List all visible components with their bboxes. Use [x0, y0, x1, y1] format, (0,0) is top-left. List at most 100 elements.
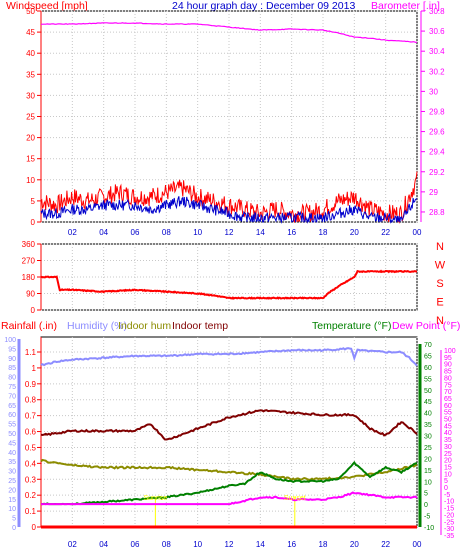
temperature-y-tick-label: 70 [424, 342, 432, 349]
dew-point-y-tick-label: 45 [444, 423, 452, 430]
barometer-y-tick-label: 30.4 [429, 47, 445, 56]
dew-point-axis-title: Dew Point (°F) [392, 320, 461, 332]
barometer-y-tick-label: 30 [429, 87, 438, 96]
dew-point-y-tick-label: 70 [444, 389, 452, 396]
rain-y-tick-label: 0.4 [25, 459, 37, 468]
humidity-y-tick-label: 30 [8, 469, 16, 476]
temperature-y-tick-label: 15 [424, 468, 432, 475]
dew-point-y-tick-label: 10 [444, 471, 452, 478]
wind-x-tick-label: 16 [287, 228, 296, 237]
climate-x-tick-label: 02 [68, 540, 77, 549]
wind-y-tick-label: 10 [26, 176, 35, 185]
rain-y-tick-label: 0.7 [25, 412, 37, 421]
direction-y-tick-label: 90 [26, 290, 35, 299]
barometer-y-tick-label: 30.8 [429, 7, 445, 16]
wind-x-tick-label: 22 [381, 228, 390, 237]
humidity-y-tick-label: 65 [8, 403, 16, 410]
humidity-y-tick-label: 80 [8, 375, 16, 382]
dew-point-y-tick-label: 35 [444, 437, 452, 444]
dew-point-y-tick-label: -30 [444, 526, 454, 533]
dew-point-y-tick-label: 65 [444, 396, 452, 403]
rain-y-tick-label: 0.2 [25, 491, 37, 500]
rain-y-tick-label: 0.8 [25, 396, 37, 405]
wind-y-tick-label: 50 [26, 7, 35, 16]
wind-x-tick-label: 02 [68, 228, 77, 237]
barometer-y-tick-label: 28.8 [429, 208, 445, 217]
compass-label: W [435, 260, 446, 272]
humidity-y-tick-label: 10 [8, 506, 16, 513]
wind-x-tick-label: 14 [256, 228, 265, 237]
dew-point-y-tick-label: 0 [444, 485, 448, 492]
barometer-line [40, 22, 417, 43]
temperature-y-tick-label: 35 [424, 422, 432, 429]
barometer-y-tick-label: 29.8 [429, 107, 445, 116]
dew-point-y-tick-label: 85 [444, 369, 452, 376]
humidity-y-tick-label: 35 [8, 459, 16, 466]
dew-point-y-tick-label: -25 [444, 519, 454, 526]
temperature-y-tick-label: 60 [424, 365, 432, 372]
humidity-y-tick-label: 15 [8, 497, 16, 504]
dew-point-y-tick-label: 75 [444, 382, 452, 389]
humidity-y-tick-label: 75 [8, 384, 16, 391]
climate-x-tick-label: 10 [193, 540, 202, 549]
wind-x-tick-label: 12 [225, 228, 234, 237]
temperature-line [41, 460, 418, 506]
humidity-y-tick-label: 60 [8, 412, 16, 419]
direction-y-tick-label: 360 [22, 240, 36, 249]
dew-point-y-tick-label: 20 [444, 458, 452, 465]
climate-x-tick-label: 16 [287, 540, 296, 549]
rain-y-tick-label: 1.1 [25, 348, 37, 357]
direction-y-tick-label: 270 [22, 257, 36, 266]
barometer-y-tick-label: 29.4 [429, 148, 445, 157]
climate-x-tick-label: 20 [350, 540, 359, 549]
temperature-y-tick-label: 55 [424, 376, 432, 383]
humidity-line [40, 347, 418, 367]
indoor-hum-legend: Indoor hum [118, 320, 172, 332]
barometer-axis-title: Barometer [.in] [371, 0, 440, 12]
temperature-y-tick-label: 5 [424, 491, 428, 498]
climate-x-tick-label: 06 [131, 540, 140, 549]
wind-y-tick-label: 30 [26, 91, 35, 100]
chart-title: 24 hour graph day : December 09 2013 [172, 0, 356, 12]
wind-x-tick-label: 08 [162, 228, 171, 237]
wind-x-tick-label: 00 [413, 228, 422, 237]
sunset-label: Sunset [284, 495, 306, 502]
dew-point-y-tick-label: 100 [444, 348, 456, 355]
climate-x-tick-label: 00 [413, 540, 422, 549]
wind-average-line [40, 196, 418, 224]
wind-direction-line [40, 269, 417, 300]
humidity-axis-title: Humidity (%) [67, 320, 128, 332]
temperature-y-tick-label: 30 [424, 434, 432, 441]
compass-label: S [436, 278, 443, 290]
dew-point-y-tick-label: 95 [444, 355, 452, 362]
humidity-y-tick-label: 85 [8, 365, 16, 372]
barometer-y-tick-label: 30.6 [429, 27, 445, 36]
rain-y-tick-label: 0.5 [25, 443, 37, 452]
humidity-y-tick-label: 100 [4, 337, 16, 344]
rainfall-axis-title: Rainfall (.in) [1, 320, 58, 332]
dew-point-y-tick-label: 25 [444, 451, 452, 458]
dew-point-y-tick-label: 40 [444, 430, 452, 437]
direction-y-tick-label: 180 [22, 273, 36, 282]
wind-x-tick-label: 10 [193, 228, 202, 237]
climate-x-tick-label: 14 [256, 540, 265, 549]
climate-x-tick-label: 08 [162, 540, 171, 549]
dew-point-y-tick-label: 50 [444, 417, 452, 424]
humidity-y-tick-label: 90 [8, 356, 16, 363]
barometer-y-tick-label: 29.2 [429, 168, 445, 177]
dew-point-y-tick-label: -20 [444, 512, 454, 519]
humidity-y-tick-label: 5 [12, 516, 16, 523]
temperature-y-tick-label: -10 [424, 525, 434, 532]
temperature-axis-title: Temperature (°F) [312, 320, 392, 332]
humidity-y-tick-label: 0 [12, 525, 16, 532]
humidity-y-tick-label: 50 [8, 431, 16, 438]
wind-x-tick-label: 18 [319, 228, 328, 237]
climate-plot-area [40, 336, 418, 528]
humidity-y-tick-label: 55 [8, 422, 16, 429]
barometer-y-tick-label: 29.6 [429, 128, 445, 137]
wind-x-tick-label: 20 [350, 228, 359, 237]
dew-point-y-tick-label: -10 [444, 499, 454, 506]
dew-point-y-tick-label: -35 [444, 533, 454, 540]
temperature-y-tick-label: -5 [424, 514, 430, 521]
